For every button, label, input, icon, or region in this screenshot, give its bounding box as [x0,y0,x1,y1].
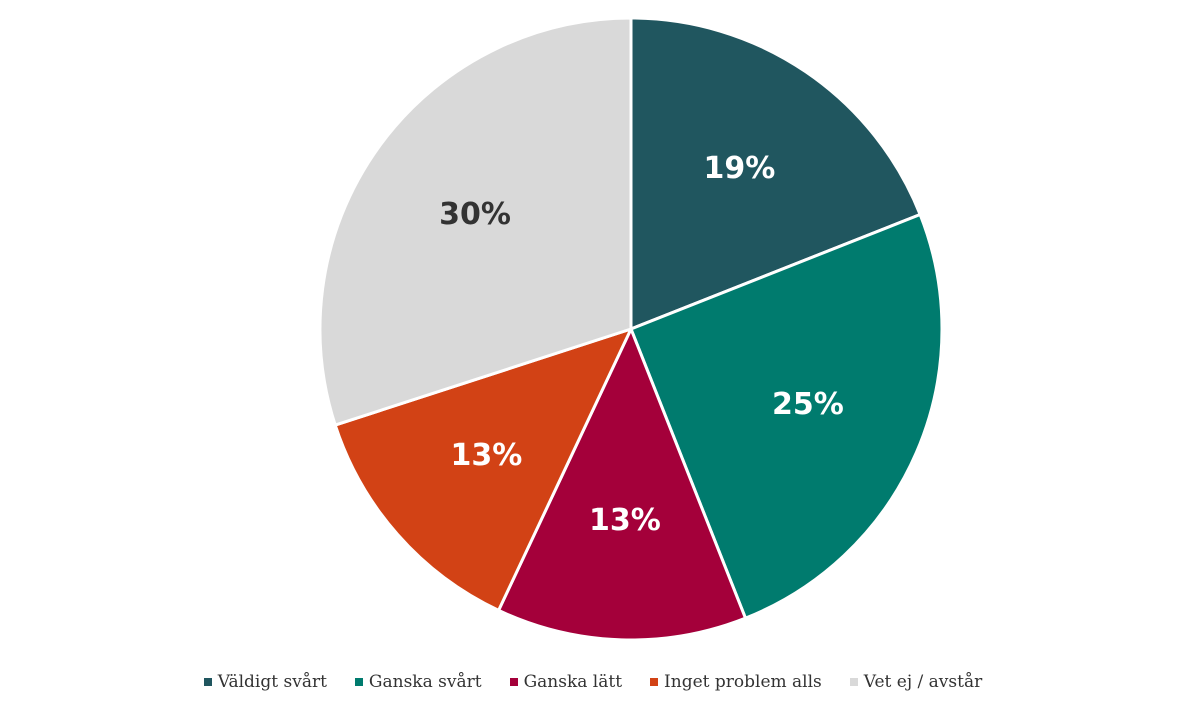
legend-item-vet-ej-avstar: Vet ej / avstår [849,672,983,692]
pie-slice-ganska-latt [497,327,747,642]
pie-slice-inget-problem-alls [333,327,633,612]
legend-label-ganska-latt: Ganska lätt [523,672,623,692]
legend-label-vet-ej-avstar: Vet ej / avstår [863,672,983,692]
pie-chart-svg: 19% 25% 13% 13% 30% [318,16,944,642]
legend-swatch-ganska-latt [509,678,518,686]
slice-value-label-inget-problem-alls: 13% [450,438,522,473]
legend-item-valdigt-svart: Väldigt svårt [203,672,327,692]
legend-item-inget-problem-alls: Inget problem alls [650,672,822,692]
legend-swatch-ganska-svart [354,678,363,686]
legend-swatch-inget-problem-alls [650,678,659,686]
slice-value-label-vet-ej-avstar: 30% [439,197,511,232]
pie-slice-ganska-svart [629,213,944,620]
slice-value-label-ganska-svart: 25% [772,387,844,422]
pie-slice-valdigt-svart [629,16,922,331]
slice-value-label-valdigt-svart: 19% [703,151,775,186]
legend-swatch-vet-ej-avstar [849,678,858,686]
legend-label-ganska-svart: Ganska svårt [368,672,482,692]
legend-item-ganska-latt: Ganska lätt [509,672,623,692]
slice-value-label-ganska-latt: 13% [589,503,661,538]
legend-item-ganska-svart: Ganska svårt [354,672,482,692]
legend-label-inget-problem-alls: Inget problem alls [664,672,822,692]
legend-swatch-valdigt-svart [203,678,212,686]
chart-legend: Väldigt svårt Ganska svårt Ganska lätt Inge… [0,668,1186,696]
pie-slice-vet-ej-avstar [318,16,633,427]
legend-label-valdigt-svart: Väldigt svårt [217,672,327,692]
